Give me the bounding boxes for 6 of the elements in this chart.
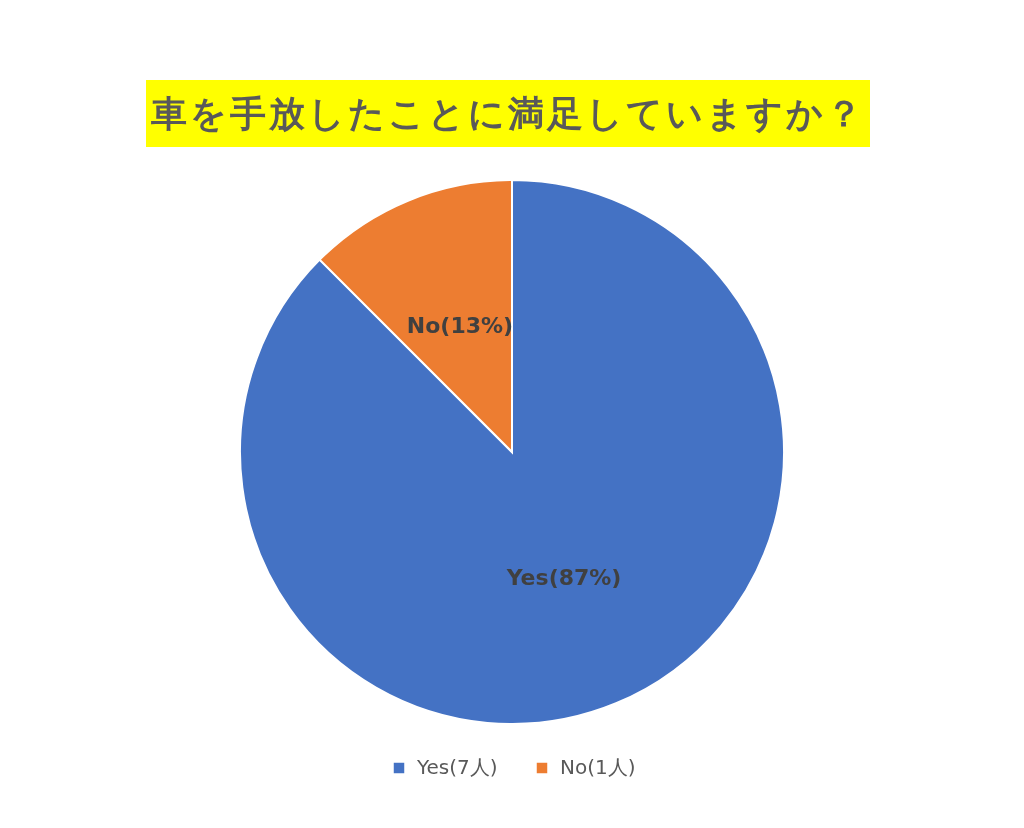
data-label: Yes(87%) — [505, 564, 622, 590]
data-label: No(13%) — [406, 313, 514, 339]
legend-label: Yes(7人) — [416, 755, 498, 779]
pie-slice — [239, 179, 785, 725]
chart-title: 車を手放したことに満足していますか？ — [146, 80, 870, 147]
legend-label: No(1人) — [560, 755, 636, 779]
